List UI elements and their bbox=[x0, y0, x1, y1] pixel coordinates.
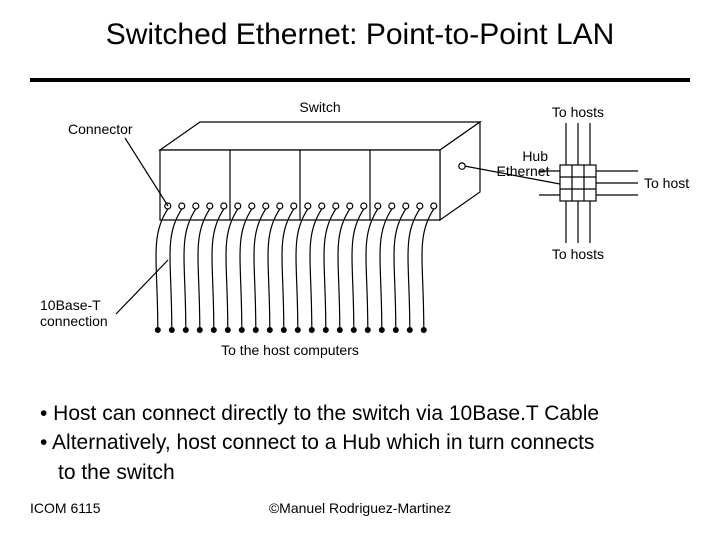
svg-text:Switch: Switch bbox=[299, 99, 340, 115]
svg-text:10Base-T: 10Base-T bbox=[40, 297, 101, 313]
svg-text:To hosts: To hosts bbox=[552, 246, 604, 262]
svg-text:To hosts: To hosts bbox=[644, 175, 690, 191]
bullet-1: • Host can connect directly to the switc… bbox=[40, 400, 690, 427]
bullet-2: • Alternatively, host connect to a Hub w… bbox=[40, 429, 690, 456]
svg-text:Connector: Connector bbox=[68, 121, 133, 137]
svg-text:connection: connection bbox=[40, 313, 108, 329]
svg-text:To the host computers: To the host computers bbox=[221, 342, 359, 358]
title-rule bbox=[30, 78, 690, 82]
footer-copyright: ©Manuel Rodriguez-Martinez bbox=[30, 500, 690, 516]
svg-text:To hosts: To hosts bbox=[552, 104, 604, 120]
bullets: • Host can connect directly to the switc… bbox=[40, 400, 690, 488]
slide-title: Switched Ethernet: Point-to-Point LAN bbox=[0, 18, 720, 52]
svg-text:Hub: Hub bbox=[522, 148, 548, 164]
bullet-2-cont: to the switch bbox=[40, 459, 690, 486]
diagram: EthernetTo hostsTo hostsTo hostsHubSwitc… bbox=[30, 90, 690, 390]
